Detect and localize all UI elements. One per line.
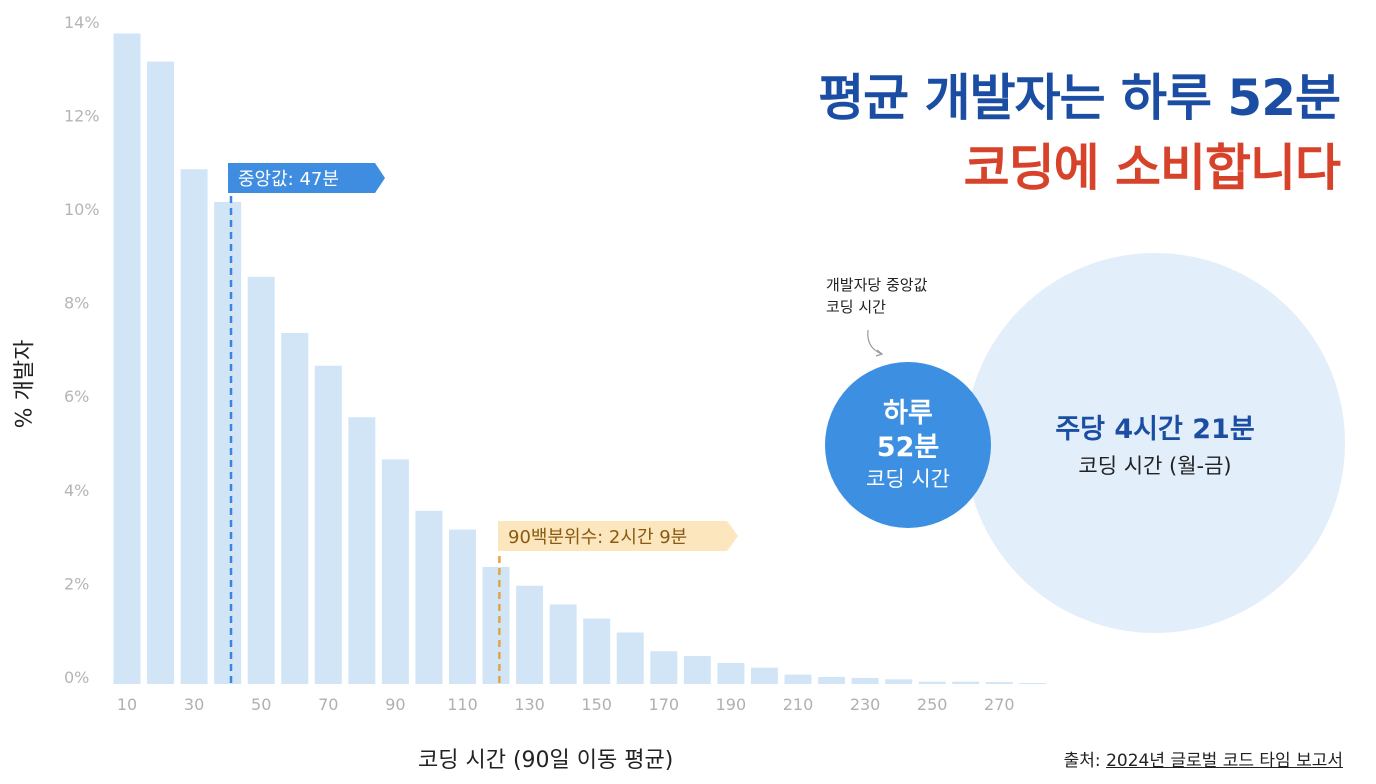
source-prefix: 출처:: [1063, 751, 1107, 771]
bar: [314, 365, 342, 684]
x-tick-label: 230: [850, 695, 881, 714]
bar: [247, 276, 275, 684]
bar: [516, 585, 544, 684]
bar: [784, 674, 812, 684]
bar: [381, 459, 409, 684]
x-tick-label: 10: [117, 695, 137, 714]
bar: [616, 632, 644, 684]
x-tick-label: 70: [318, 695, 338, 714]
title-line-1: 평균 개발자는 하루 52분: [818, 69, 1341, 127]
y-tick-label: 8%: [64, 294, 89, 313]
daily-coding-circle: 하루 52분 코딩 시간: [825, 362, 991, 528]
weekly-time: 주당 4시간 21분: [1055, 413, 1255, 445]
weekly-caption: 코딩 시간 (월-금): [1078, 453, 1232, 478]
bar: [583, 618, 611, 684]
bar: [549, 604, 577, 684]
y-tick-label: 4%: [64, 481, 89, 500]
bar: [985, 682, 1013, 684]
bar: [683, 655, 711, 684]
bar: [818, 676, 846, 684]
x-tick-label: 130: [514, 695, 545, 714]
bar: [214, 201, 242, 684]
y-tick-label: 10%: [64, 200, 100, 219]
bar: [952, 681, 980, 684]
p90-label-box: [498, 521, 738, 551]
bar: [348, 417, 376, 684]
y-tick-label: 14%: [64, 13, 100, 32]
median-label: 중앙값: 47분: [238, 169, 339, 190]
circle-annotation: 개발자당 중앙값 코딩 시간: [826, 274, 927, 318]
bar: [482, 567, 510, 684]
bar: [650, 651, 678, 684]
title-line-2: 코딩에 소비합니다: [963, 139, 1341, 197]
x-tick-label: 190: [716, 695, 747, 714]
y-tick-label: 2%: [64, 574, 89, 593]
annotation-line-1: 개발자당 중앙값: [826, 276, 928, 294]
annotation-arrow-icon: [867, 329, 884, 357]
x-tick-label: 50: [251, 695, 271, 714]
source-citation: 출처: 2024년 글로벌 코드 타임 보고서: [1064, 746, 1343, 771]
bar: [147, 61, 175, 685]
bar: [449, 529, 476, 684]
daily-time: 52분: [876, 432, 940, 463]
y-tick-label: 12%: [64, 106, 100, 125]
x-tick-label: 110: [447, 695, 478, 714]
x-tick-label: 170: [649, 695, 680, 714]
source-link[interactable]: 2024년 글로벌 코드 타임 보고서: [1106, 751, 1343, 771]
bar: [180, 169, 208, 684]
bar: [750, 667, 778, 684]
x-tick-label: 270: [984, 695, 1015, 714]
x-tick-label: 30: [184, 695, 204, 714]
x-tick-label: 150: [581, 695, 612, 714]
median-label-box: [228, 163, 385, 193]
annotation-line-2: 코딩 시간: [826, 298, 886, 316]
daily-label: 하루: [883, 398, 933, 429]
bar: [281, 333, 309, 684]
bar: [415, 510, 443, 684]
bar: [851, 677, 879, 684]
bar: [113, 33, 141, 685]
bar: [918, 681, 946, 684]
x-tick-label: 90: [385, 695, 405, 714]
bar: [885, 679, 913, 684]
bar: [717, 662, 745, 684]
x-tick-label: 210: [783, 695, 814, 714]
x-axis-label: 코딩 시간 (90일 이동 평균): [418, 748, 674, 773]
bar: [1019, 683, 1047, 685]
weekly-coding-circle: 주당 4시간 21분 코딩 시간 (월-금): [965, 253, 1345, 633]
daily-caption: 코딩 시간: [866, 467, 950, 491]
p90-label: 90백분위수: 2시간 9분: [508, 527, 687, 548]
y-axis-label: % 개발자: [12, 339, 38, 429]
y-tick-label: 6%: [64, 387, 89, 406]
y-tick-label: 0%: [64, 668, 89, 687]
x-tick-label: 250: [917, 695, 948, 714]
